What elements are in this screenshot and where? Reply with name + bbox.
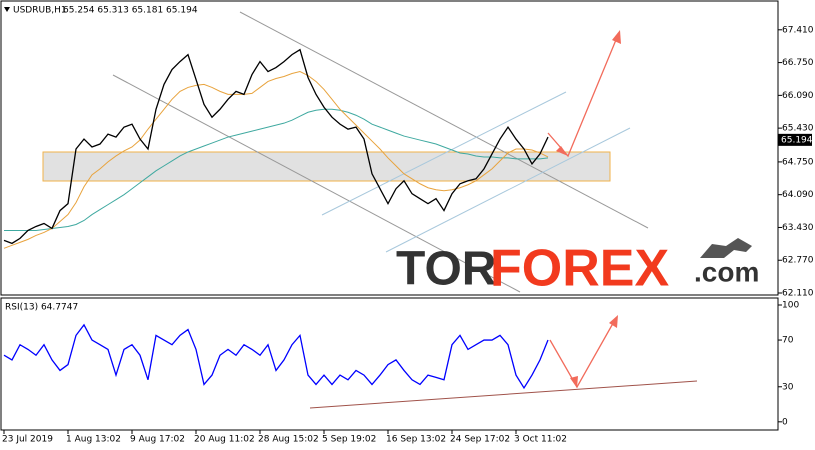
- channel-line: [239, 11, 649, 229]
- symbol: USDRUB,H1: [13, 6, 67, 16]
- last-price-box: [778, 133, 812, 146]
- y-tick-label: 64.750: [782, 157, 814, 167]
- support-zone: [42, 151, 611, 182]
- header: USDRUB,H1 65.254 65.313 65.181 65.194 RS…: [4, 6, 198, 313]
- y-tick-label: 100: [782, 301, 799, 311]
- ohlc: 65.254 65.313 65.181 65.194: [63, 6, 198, 16]
- y-tick-label: 0: [782, 417, 788, 427]
- x-tick-label: 28 Aug 15:02: [258, 435, 319, 445]
- x-tick-label: 3 Oct 11:02: [514, 435, 567, 445]
- y-tick-label: 66.750: [782, 58, 814, 68]
- arrow-head: [570, 376, 578, 388]
- last-price-label: 65.194: [781, 135, 813, 145]
- x-tick-label: 5 Sep 19:02: [322, 435, 376, 445]
- channel-line: [321, 91, 567, 216]
- channel-line: [112, 74, 521, 293]
- price-panel: [0, 0, 779, 296]
- y-tick-label: 63.430: [782, 223, 814, 233]
- x-tick-label: 9 Aug 17:02: [130, 435, 185, 445]
- watermark-part: .com: [694, 256, 759, 287]
- y-tick-label: 66.090: [782, 91, 814, 101]
- arrow-head: [609, 315, 618, 328]
- header-icon: [4, 7, 10, 12]
- rsi-panel: [0, 297, 779, 431]
- channel-line: [385, 127, 631, 253]
- series-line: [3, 48, 549, 245]
- y-tick-label: 30: [782, 382, 794, 392]
- y-tick-label: 70: [782, 336, 794, 346]
- rsi-title: RSI(13) 64.7747: [5, 303, 78, 313]
- rsi-trend-line: [309, 380, 698, 409]
- x-tick-label: 16 Sep 13:02: [386, 435, 446, 445]
- arrow-head: [556, 146, 568, 156]
- series-line: [4, 108, 549, 231]
- y-tick-label: 67.410: [782, 25, 814, 35]
- x-tick-label: 23 Jul 2019: [2, 435, 53, 445]
- y-tick-label: 62.110: [782, 289, 814, 299]
- x-tick-label: 24 Sep 17:02: [450, 435, 510, 445]
- watermark-part: TOR: [396, 243, 496, 296]
- watermark: TOR FOREX .com: [396, 238, 759, 298]
- y-tick-label: 65.430: [782, 124, 814, 134]
- y-tick-label: 62.770: [782, 256, 814, 266]
- x-tick-label: 20 Aug 11:02: [194, 435, 255, 445]
- x-tick-label: 1 Aug 13:02: [66, 435, 121, 445]
- series-line: [3, 323, 549, 390]
- watermark-part: FOREX: [490, 240, 669, 298]
- y-tick-label: 64.090: [782, 190, 814, 200]
- series-line: [3, 70, 549, 249]
- bull-icon: [700, 238, 752, 258]
- arrow-head: [612, 30, 621, 44]
- annotations: [42, 11, 698, 409]
